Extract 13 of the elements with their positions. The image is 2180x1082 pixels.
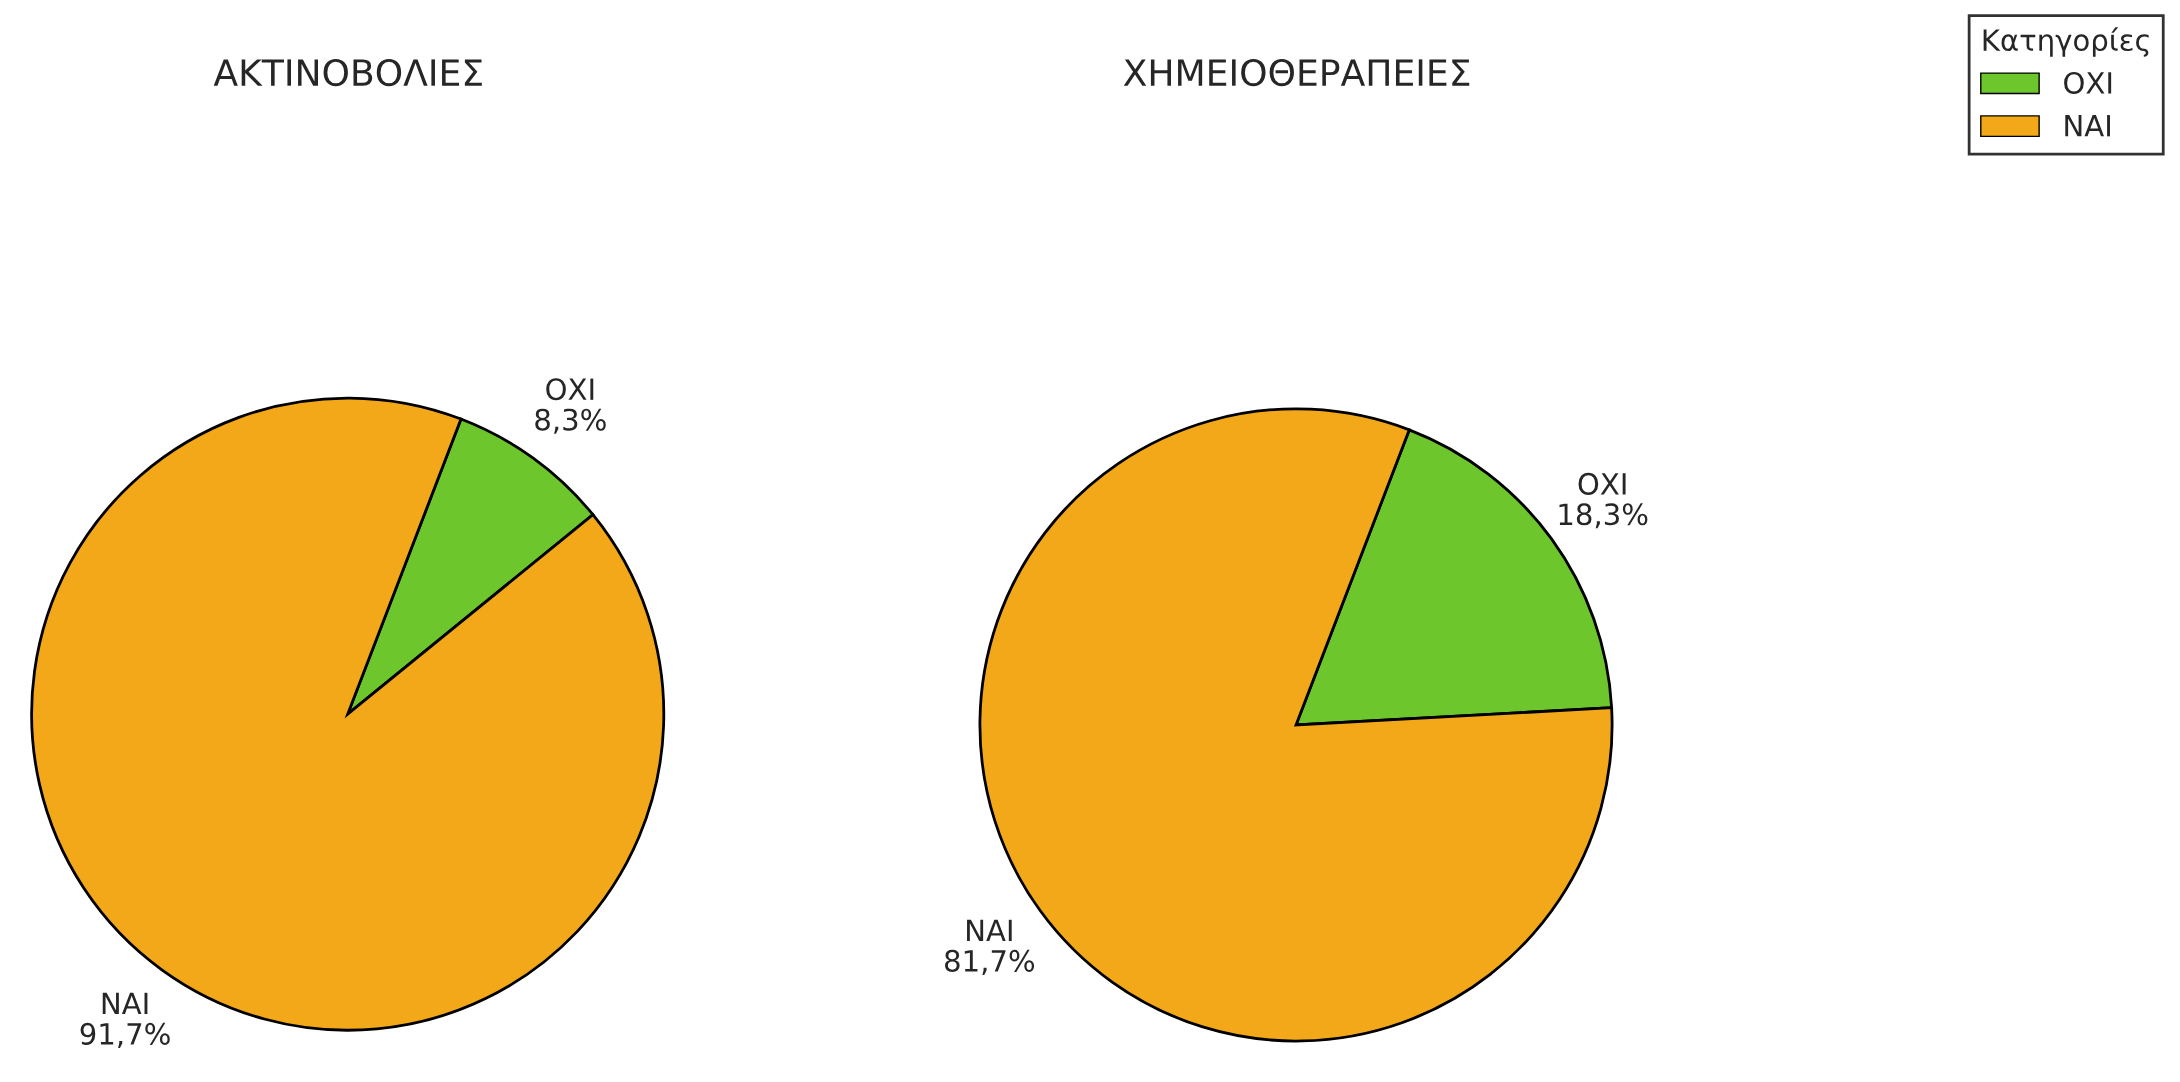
legend-label: ΟΧΙ bbox=[2064, 71, 2112, 94]
legend-label: ΝΑΙ bbox=[2065, 115, 2110, 137]
legend-title: Κατηγορίες bbox=[1983, 27, 2149, 57]
chart-title: ΑΚΤΙΝΟΒΟΛΙΕΣ bbox=[213, 58, 482, 87]
slice-label: ΝΑΙ bbox=[102, 992, 148, 1015]
slice-label: ΝΑΙ bbox=[967, 919, 1012, 942]
text: ΧΗΜΕΙΟΘΕΡΑΠΕΙΕΣ bbox=[1123, 58, 1470, 87]
slice-label: ΟΧΙ bbox=[546, 378, 594, 401]
data-label: 8,3% bbox=[535, 408, 606, 434]
data-label: 18,3% bbox=[1559, 503, 1648, 529]
data-label: 91,7% bbox=[80, 1022, 170, 1048]
slice-label: ΟΧΙ bbox=[1578, 472, 1626, 495]
data-label: 81,7% bbox=[945, 949, 1035, 975]
